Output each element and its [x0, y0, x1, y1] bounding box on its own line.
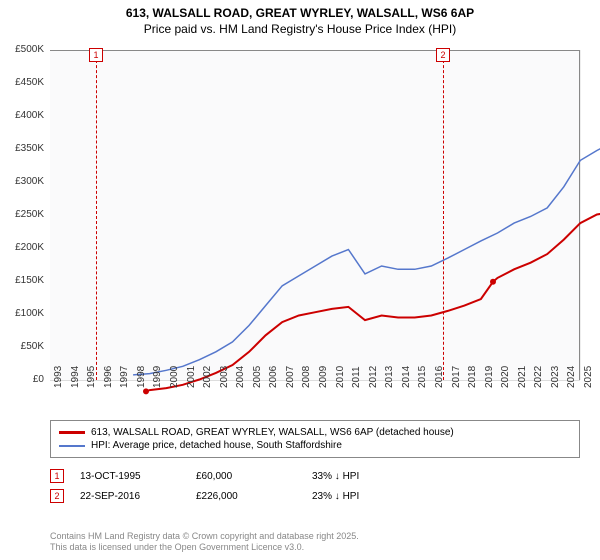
x-axis-tick-label: 1997 [119, 366, 130, 388]
y-axis-tick-label: £350K [2, 143, 44, 154]
y-axis-tick-label: £50K [2, 341, 44, 352]
legend-label-1: 613, WALSALL ROAD, GREAT WYRLEY, WALSALL… [91, 427, 454, 438]
x-axis-tick-label: 2002 [202, 366, 213, 388]
x-axis-tick-label: 2013 [384, 366, 395, 388]
y-axis-tick-label: £100K [2, 308, 44, 319]
x-axis-tick-label: 2023 [550, 366, 561, 388]
y-axis-tick-label: £200K [2, 242, 44, 253]
x-axis-tick-label: 1994 [70, 366, 81, 388]
sale-price: £226,000 [196, 491, 296, 502]
footer-line-2: This data is licensed under the Open Gov… [50, 542, 359, 554]
x-axis-tick-label: 2007 [285, 366, 296, 388]
x-axis-tick-label: 2024 [566, 366, 577, 388]
marker-badge-2: 2 [50, 489, 64, 503]
x-axis-tick-label: 2001 [186, 366, 197, 388]
sale-delta: 23% ↓ HPI [312, 491, 412, 502]
x-axis-tick-label: 2020 [500, 366, 511, 388]
x-axis-tick-label: 2012 [368, 366, 379, 388]
x-axis-tick-label: 2021 [517, 366, 528, 388]
x-axis-tick-label: 2004 [235, 366, 246, 388]
series-line-hpi [133, 134, 600, 375]
x-axis-tick-label: 2005 [252, 366, 263, 388]
footer-line-1: Contains HM Land Registry data © Crown c… [50, 531, 359, 543]
chart-title: 613, WALSALL ROAD, GREAT WYRLEY, WALSALL… [0, 0, 600, 22]
x-axis-tick-label: 2019 [484, 366, 495, 388]
marker-dot-2 [490, 279, 496, 285]
x-axis-tick-label: 2022 [533, 366, 544, 388]
sale-date: 13-OCT-1995 [80, 471, 180, 482]
marker-badge-1: 1 [50, 469, 64, 483]
x-axis-tick-label: 1996 [103, 366, 114, 388]
legend-swatch-1 [59, 431, 85, 434]
x-axis-tick-label: 2011 [351, 366, 362, 388]
x-axis-tick-label: 1999 [152, 366, 163, 388]
y-axis-tick-label: £300K [2, 176, 44, 187]
table-row: 1 13-OCT-1995 £60,000 33% ↓ HPI [50, 466, 412, 486]
chart-subtitle: Price paid vs. HM Land Registry's House … [0, 22, 600, 44]
x-axis-tick-label: 2015 [417, 366, 428, 388]
marker-line-1 [96, 50, 97, 380]
x-axis-tick-label: 1998 [136, 366, 147, 388]
sale-delta: 33% ↓ HPI [312, 471, 412, 482]
legend: 613, WALSALL ROAD, GREAT WYRLEY, WALSALL… [50, 420, 580, 458]
y-axis-tick-label: £250K [2, 209, 44, 220]
x-axis-tick-label: 1993 [53, 366, 64, 388]
x-axis-tick-label: 2008 [301, 366, 312, 388]
x-axis-tick-label: 2000 [169, 366, 180, 388]
x-axis-tick-label: 2010 [335, 366, 346, 388]
footer-attribution: Contains HM Land Registry data © Crown c… [50, 531, 359, 554]
marker-box-1: 1 [89, 48, 103, 62]
x-axis-tick-label: 2025 [583, 366, 594, 388]
chart-plot-area [50, 50, 580, 380]
y-axis-tick-label: £0 [2, 374, 44, 385]
sale-price: £60,000 [196, 471, 296, 482]
series-line-price_paid [146, 207, 600, 392]
y-axis-tick-label: £400K [2, 110, 44, 121]
legend-swatch-2 [59, 445, 85, 447]
table-row: 2 22-SEP-2016 £226,000 23% ↓ HPI [50, 486, 412, 506]
marker-line-2 [443, 50, 444, 380]
x-axis-tick-label: 2006 [268, 366, 279, 388]
y-axis-tick-label: £450K [2, 77, 44, 88]
marker-dot-1 [143, 388, 149, 394]
x-axis-tick-label: 2018 [467, 366, 478, 388]
legend-row-1: 613, WALSALL ROAD, GREAT WYRLEY, WALSALL… [59, 426, 571, 439]
x-axis-tick-label: 2017 [451, 366, 462, 388]
legend-row-2: HPI: Average price, detached house, Sout… [59, 439, 571, 452]
marker-box-2: 2 [436, 48, 450, 62]
x-axis-tick-label: 2009 [318, 366, 329, 388]
legend-label-2: HPI: Average price, detached house, Sout… [91, 440, 342, 451]
x-axis-tick-label: 2003 [219, 366, 230, 388]
sale-date: 22-SEP-2016 [80, 491, 180, 502]
y-axis-tick-label: £500K [2, 44, 44, 55]
y-axis-tick-label: £150K [2, 275, 44, 286]
sales-table: 1 13-OCT-1995 £60,000 33% ↓ HPI 2 22-SEP… [50, 466, 412, 506]
x-axis-tick-label: 2014 [401, 366, 412, 388]
